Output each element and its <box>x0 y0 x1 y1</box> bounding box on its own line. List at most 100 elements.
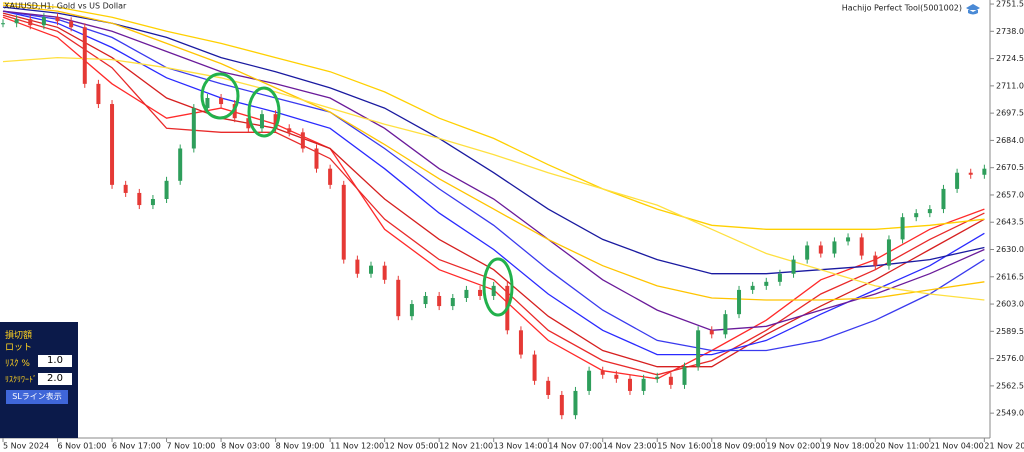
reward-label: ﾘｽｸﾘﾜｰﾄﾞ <box>5 375 37 384</box>
candle <box>300 132 305 149</box>
candle <box>805 245 810 260</box>
x-tick-label: 20 Nov 11:00 <box>875 442 929 451</box>
y-tick-label: 2576.00 <box>996 354 1024 363</box>
candle <box>178 148 183 181</box>
candle <box>341 184 346 260</box>
candle <box>369 265 374 274</box>
candle <box>518 330 523 355</box>
candle <box>941 188 946 210</box>
indicator-line <box>2 14 985 376</box>
tool-label: Hachijo Perfect Tool(5001002) <box>842 4 962 13</box>
indicator-line <box>2 6 985 275</box>
candle <box>832 241 837 254</box>
candle <box>450 297 455 307</box>
risk-input[interactable]: 1.0 <box>38 355 72 367</box>
x-tick-label: 8 Nov 03:00 <box>221 442 270 451</box>
highlight-circle <box>482 257 514 317</box>
x-tick-label: 6 Nov 01:00 <box>58 442 107 451</box>
risk-label: ﾘｽｸ % <box>5 359 30 369</box>
candle <box>191 108 196 149</box>
x-tick-label: 6 Nov 17:00 <box>112 442 161 451</box>
y-tick-label: 2603.00 <box>996 300 1024 309</box>
candle <box>968 172 973 175</box>
candle <box>859 237 864 256</box>
candle <box>791 259 796 274</box>
candle <box>1 23 5 25</box>
candle <box>409 304 414 317</box>
candle <box>314 148 319 169</box>
x-tick-label: 13 Nov 14:00 <box>494 442 548 451</box>
candle <box>900 217 905 240</box>
candle <box>82 27 87 84</box>
candle <box>914 213 919 218</box>
candle <box>982 168 987 175</box>
loss-amount-label: 損切額 <box>5 331 33 341</box>
candle <box>150 198 155 206</box>
x-tick-label: 8 Nov 19:00 <box>276 442 325 451</box>
indicator-line <box>2 2 985 230</box>
candle <box>137 192 142 206</box>
x-tick-label: 19 Nov 02:00 <box>766 442 820 451</box>
candle <box>355 259 360 274</box>
candle <box>28 19 33 26</box>
candle <box>491 285 496 296</box>
candle <box>573 390 578 416</box>
candle <box>478 289 483 296</box>
y-tick-label: 2684.00 <box>996 136 1024 145</box>
y-tick-label: 2657.00 <box>996 190 1024 199</box>
candle <box>382 265 387 280</box>
candle <box>273 114 278 129</box>
reward-input[interactable]: 2.0 <box>38 373 72 385</box>
candle <box>655 376 660 379</box>
candle <box>164 180 169 199</box>
highlight-circle <box>200 72 240 120</box>
candle <box>69 21 74 28</box>
candle <box>41 17 46 26</box>
risk-panel: 損切額 ロット ﾘｽｸ % 1.0 ﾘｽｸﾘﾜｰﾄﾞ 2.0 SLライン表示 <box>0 322 78 438</box>
y-tick-label: 2589.50 <box>996 327 1024 336</box>
candle <box>682 366 687 385</box>
candle <box>123 184 128 193</box>
candle <box>600 370 605 375</box>
x-tick-label: 7 Nov 10:00 <box>167 442 216 451</box>
indicator-line <box>2 56 985 301</box>
candle <box>927 209 932 214</box>
y-tick-label: 2643.50 <box>996 218 1024 227</box>
candle <box>764 281 769 286</box>
candle <box>777 273 782 282</box>
candle <box>709 330 714 335</box>
candle <box>423 295 428 305</box>
candle <box>14 19 19 24</box>
candle <box>737 289 742 315</box>
candle <box>723 314 728 335</box>
x-tick-label: 14 Nov 07:00 <box>548 442 602 451</box>
candle <box>546 380 551 395</box>
x-tick-label: 12 Nov 05:00 <box>385 442 439 451</box>
x-tick-label: 5 Nov 2024 <box>3 442 49 451</box>
x-tick-label: 21 Nov 04:00 <box>930 442 984 451</box>
indicator-line <box>2 12 985 368</box>
candle <box>846 237 851 242</box>
x-tick-label: 15 Nov 16:00 <box>657 442 711 451</box>
candle <box>559 394 564 416</box>
y-tick-label: 2738.00 <box>996 27 1024 36</box>
sl-line-button[interactable]: SLライン表示 <box>6 390 68 404</box>
candle <box>55 17 60 22</box>
candle <box>96 83 101 105</box>
candle <box>641 378 646 391</box>
candle <box>396 279 401 317</box>
candle <box>259 114 264 129</box>
x-tick-label: 19 Nov 18:00 <box>821 442 875 451</box>
candle <box>818 245 823 254</box>
candle <box>614 374 619 379</box>
x-tick-label: 21 Nov 20:00 <box>984 442 1024 451</box>
y-tick-label: 2562.50 <box>996 381 1024 390</box>
candle <box>205 97 210 109</box>
y-tick-label: 2724.50 <box>996 54 1024 63</box>
indicator-line <box>2 16 985 380</box>
candle <box>437 295 442 307</box>
highlight-circle <box>247 86 281 138</box>
tool-icon <box>966 4 980 15</box>
y-tick-label: 2670.50 <box>996 163 1024 172</box>
